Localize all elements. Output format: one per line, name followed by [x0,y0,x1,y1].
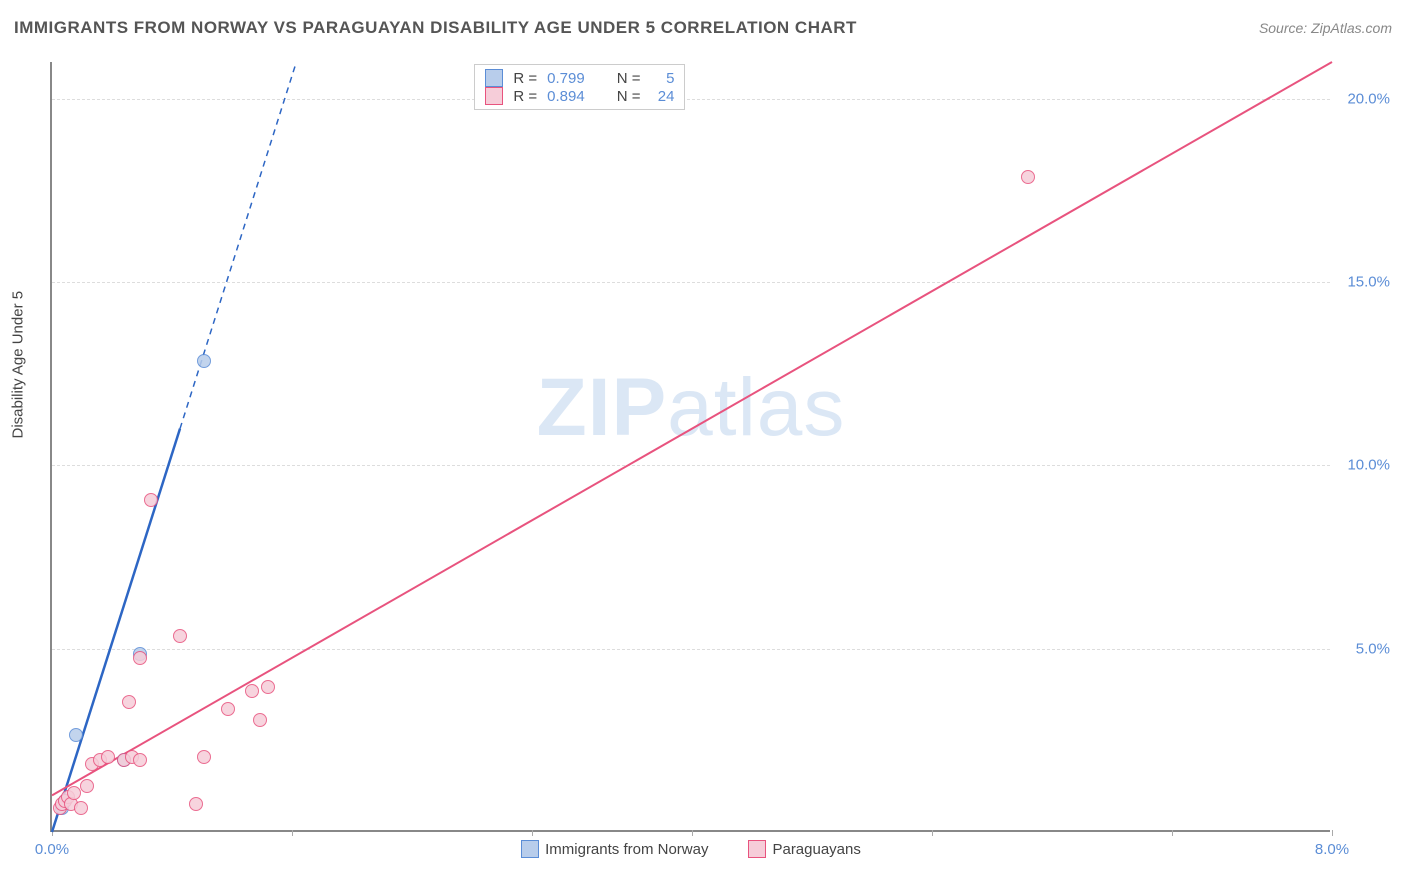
legend-swatch [748,840,766,858]
xtick-label: 8.0% [1315,841,1349,858]
legend-n-label: N = [617,70,641,87]
data-point [173,629,187,643]
legend-correlation: R = 0.799 N = 5 R = 0.894 N = 24 [474,64,685,110]
plot-area: ZIPatlas R =0.799N =5R =0.894N =24 Immig… [50,62,1330,832]
data-point [245,684,259,698]
data-point [261,680,275,694]
legend-row: R = 0.799 N = 5 [485,69,674,87]
legend-r-label: R = [513,88,537,105]
xtick-label: 0.0% [35,841,69,858]
data-point [69,728,83,742]
ytick-label: 5.0% [1356,640,1390,657]
chart-title: IMMIGRANTS FROM NORWAY VS PARAGUAYAN DIS… [14,18,857,38]
data-point [74,801,88,815]
data-point [133,651,147,665]
legend-swatch [485,69,503,87]
legend-series: Immigrants from Norway Paraguayans [52,840,1330,858]
legend-n-value: 24 [650,88,674,105]
y-axis-label: Disability Age Under 5 [10,291,27,439]
legend-r-label: R = [513,70,537,87]
xtick [1332,830,1333,836]
ytick-label: 20.0% [1347,90,1390,107]
data-point [221,702,235,716]
regression-lines [52,62,1332,832]
regression-line [52,62,1332,795]
legend-swatch [485,87,503,105]
ytick-label: 10.0% [1347,457,1390,474]
ytick-label: 15.0% [1347,274,1390,291]
legend-r-value: 0.799 [547,70,585,87]
chart-header: IMMIGRANTS FROM NORWAY VS PARAGUAYAN DIS… [14,18,1392,38]
legend-label: Paraguayans [772,841,860,858]
regression-line [52,429,180,832]
data-point [122,695,136,709]
data-point [197,354,211,368]
data-point [189,797,203,811]
legend-label: Immigrants from Norway [545,841,708,858]
data-point [67,786,81,800]
data-point [253,713,267,727]
legend-swatch [521,840,539,858]
legend-n-label: N = [617,88,641,105]
plot-inner: ZIPatlas R =0.799N =5R =0.894N =24 Immig… [50,62,1330,832]
data-point [144,493,158,507]
regression-line-extension [180,62,296,429]
legend-n-value: 5 [650,70,674,87]
legend-row: R = 0.894 N = 24 [485,87,674,105]
data-point [101,750,115,764]
source-label: Source: ZipAtlas.com [1259,20,1392,36]
data-point [197,750,211,764]
data-point [80,779,94,793]
legend-item: Immigrants from Norway [521,840,708,858]
data-point [1021,170,1035,184]
data-point [133,753,147,767]
legend-item: Paraguayans [748,840,860,858]
legend-r-value: 0.894 [547,88,585,105]
